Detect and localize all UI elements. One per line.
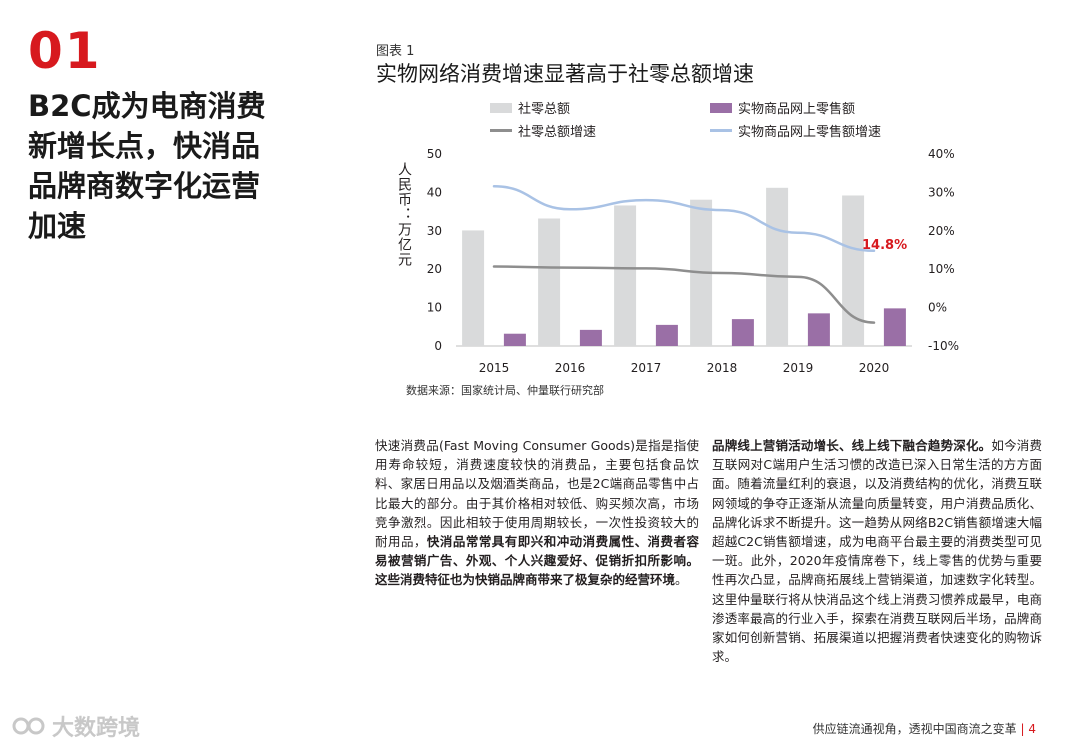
y-tick-label: 0 <box>434 339 442 353</box>
legend-item-online-growth: 实物商品网上零售额增速 <box>710 121 950 140</box>
watermark-text: 大数跨境 <box>52 716 141 741</box>
series-line <box>492 185 876 253</box>
text-run-bold: 品牌线上营销活动增长、线上线下融合趋势深化。 <box>712 438 992 453</box>
legend-item-retail-growth: 社零总额增速 <box>490 121 710 140</box>
footer-text: 供应链流通视角，透视中国商流之变革 <box>812 722 1017 736</box>
text-run: 如今消费互联网对C端用户生活习惯的改造已深入日常生活的方方面面。随着流量红利的衰… <box>712 438 1042 665</box>
data-label: 14.8% <box>862 238 907 253</box>
bar <box>731 319 754 346</box>
legend-label: 实物商品网上零售额 <box>738 102 856 117</box>
bar <box>842 195 865 346</box>
chart-legend: 社零总额 实物商品网上零售额 社零总额增速 实物商品网上零售额增速 <box>490 98 950 140</box>
legend-label: 实物商品网上零售额增速 <box>738 125 882 140</box>
bar <box>883 308 906 346</box>
y2-tick-label: 0% <box>928 301 947 315</box>
y2-tick-label: 30% <box>928 185 955 199</box>
legend-swatch <box>710 102 732 113</box>
legend-label: 社零总额增速 <box>518 125 597 140</box>
y-tick-label: 40 <box>427 185 442 199</box>
bar <box>503 333 526 346</box>
bar <box>655 324 678 346</box>
text-run: 。 <box>675 572 688 588</box>
bar <box>807 313 830 346</box>
y2-tick-label: -10% <box>928 339 959 353</box>
legend-item-retail-total: 社零总额 <box>490 98 710 117</box>
bar <box>766 187 789 346</box>
x-tick-label: 2018 <box>707 361 738 375</box>
legend-swatch <box>490 102 512 113</box>
watermark: 大数跨境 <box>12 710 140 742</box>
section-title: B2C成为电商消费新增长点，快消品品牌商数字化运营加速 <box>28 89 266 243</box>
section-number: 01 <box>28 22 102 80</box>
watermark-logo-icon <box>12 717 45 735</box>
footer-separator: | <box>1020 722 1025 736</box>
text-run-bold: 快消品常常具有即兴和冲动消费属性、消费者容易被营销广告、外观、个人兴趣爱好、促销… <box>375 534 699 588</box>
bar <box>614 205 637 346</box>
y-tick-label: 30 <box>427 224 442 238</box>
figure-title: 实物网络消费增速显著高于社零总额增速 <box>376 62 754 86</box>
y-tick-label: 20 <box>427 262 442 276</box>
y-axis-label: 人民币：万亿元 <box>396 162 412 267</box>
y2-tick-label: 20% <box>928 224 955 238</box>
legend-label: 社零总额 <box>518 102 571 117</box>
y2-tick-label: 10% <box>928 262 955 276</box>
paragraph-right: 品牌线上营销活动增长、线上线下融合趋势深化。如今消费互联网对C端用户生活习惯的改… <box>712 436 1042 666</box>
paragraph-left: 快速消费品(Fast Moving Consumer Goods)是指是指使用寿… <box>375 436 699 590</box>
text-run: 快速消费品(Fast Moving Consumer Goods)是指是指使用寿… <box>375 438 699 550</box>
y2-tick-label: 40% <box>928 147 955 161</box>
bar <box>462 230 485 346</box>
legend-item-online-retail: 实物商品网上零售额 <box>710 98 950 117</box>
series-line <box>492 265 876 324</box>
y-tick-label: 50 <box>427 147 442 161</box>
x-tick-label: 2020 <box>859 361 890 375</box>
page-footer: 供应链流通视角，透视中国商流之变革 | 4 <box>813 720 1036 737</box>
page-number: 4 <box>1028 722 1036 736</box>
figure-source: 数据来源：国家统计局、仲量联行研究部 <box>406 384 604 397</box>
bar <box>579 329 602 346</box>
x-tick-label: 2017 <box>631 361 662 375</box>
x-tick-label: 2015 <box>479 361 510 375</box>
x-tick-label: 2019 <box>783 361 814 375</box>
legend-swatch <box>490 129 512 132</box>
figure-label: 图表 1 <box>376 44 415 59</box>
legend-swatch <box>710 129 732 132</box>
bar <box>538 218 561 346</box>
x-tick-label: 2016 <box>555 361 586 375</box>
y-tick-label: 10 <box>427 301 442 315</box>
combo-chart: 0 10 20 30 40 50 -10% 0% 10% 20% 30% 40% 人民币：万亿元 14.8… <box>396 147 959 375</box>
